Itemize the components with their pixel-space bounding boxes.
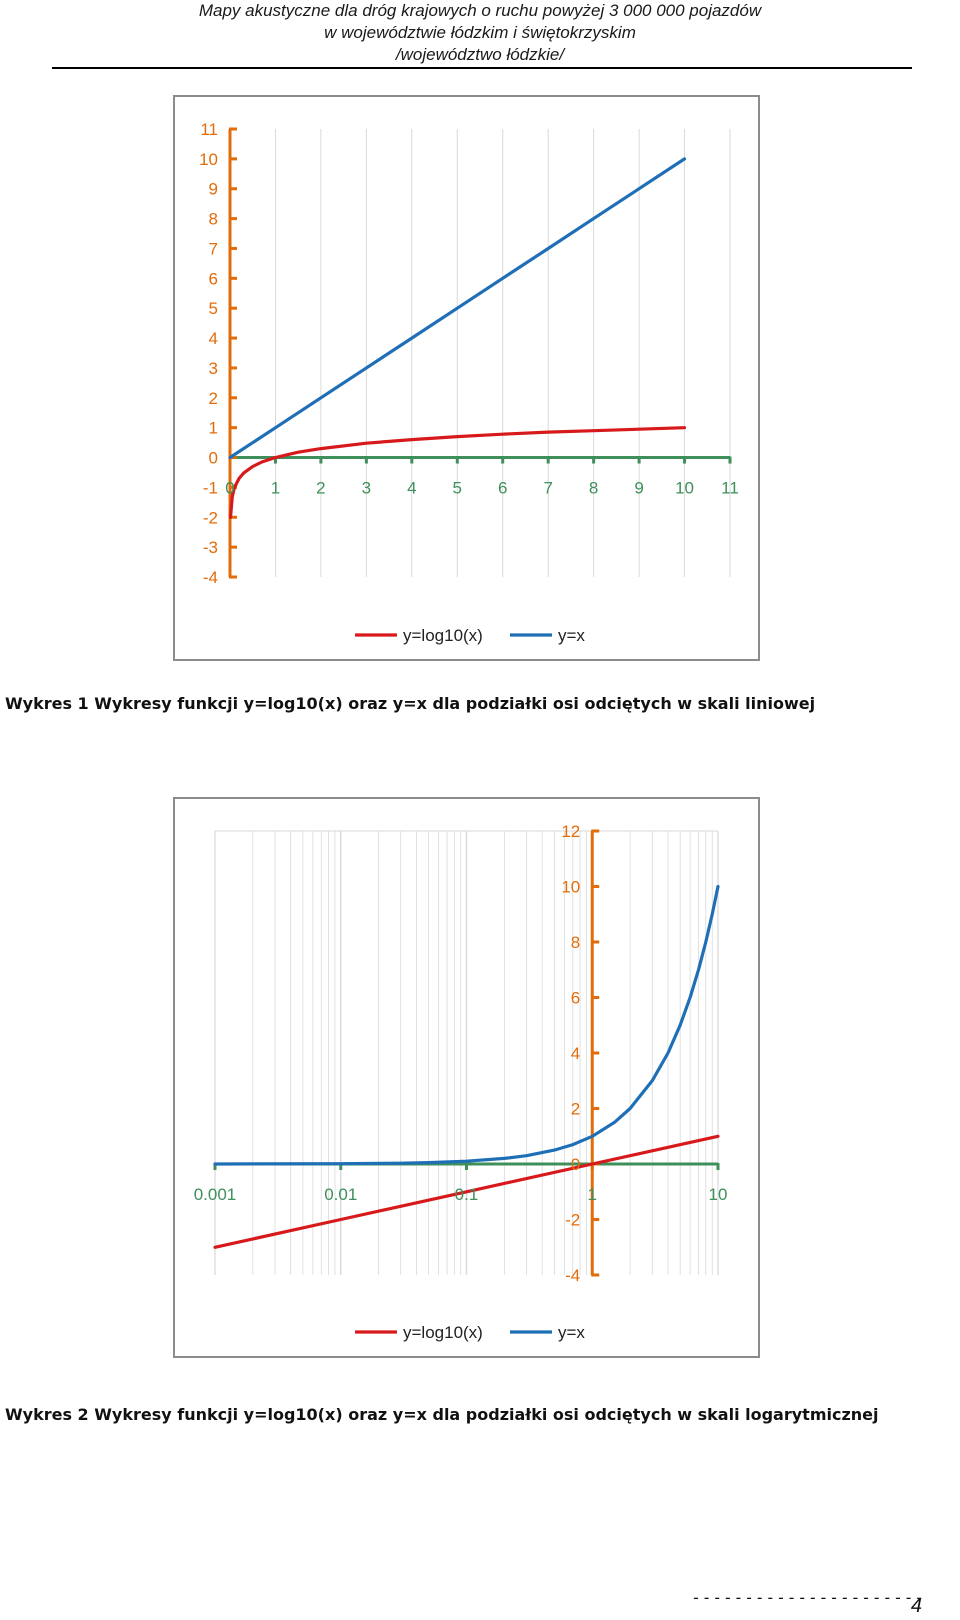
y-tick-label: -3	[203, 538, 218, 557]
legend-label-linear: y=x	[558, 1323, 585, 1342]
y-tick-label: -4	[203, 568, 218, 587]
y-tick-label: 0	[571, 1155, 580, 1174]
y-tick-label: 5	[209, 299, 218, 318]
header-line-3: /województwo łódzkie/	[395, 45, 565, 64]
y-tick-label: 2	[209, 389, 218, 408]
y-tick-label: 12	[561, 822, 580, 841]
legend-label-log10: y=log10(x)	[403, 626, 483, 645]
y-tick-label: 9	[209, 180, 218, 199]
y-tick-label: 3	[209, 359, 218, 378]
legend-label-linear: y=x	[558, 626, 585, 645]
y-tick-label: 4	[571, 1044, 580, 1063]
page-number: 4	[910, 1595, 922, 1617]
y-tick-label: 8	[209, 210, 218, 229]
y-tick-label: 2	[571, 1100, 580, 1119]
x-tick-label: 0	[225, 479, 234, 498]
y-tick-label: -2	[565, 1211, 580, 1230]
footer-dashes: ----------------------	[691, 1588, 925, 1607]
x-tick-label: 0.1	[455, 1185, 479, 1204]
chart-1-caption: Wykres 1 Wykresy funkcji y=log10(x) oraz…	[5, 694, 816, 713]
y-tick-label: 7	[209, 239, 218, 258]
series-line-log10	[228, 426, 687, 519]
header-rule	[52, 67, 912, 69]
x-tick-label: 10	[675, 479, 694, 498]
header-line-2: w województwie łódzkim i świętokrzyskim	[324, 23, 636, 42]
page-header: Mapy akustyczne dla dróg krajowych o ruc…	[0, 0, 960, 66]
y-tick-label: 10	[561, 878, 580, 897]
y-tick-label: 11	[200, 120, 218, 139]
x-tick-label: 0.001	[194, 1185, 237, 1204]
y-tick-label: 6	[209, 269, 218, 288]
x-tick-label: 3	[362, 479, 371, 498]
legend-label-log10: y=log10(x)	[403, 1323, 483, 1342]
y-tick-label: 10	[199, 150, 218, 169]
x-tick-label: 2	[316, 479, 325, 498]
x-tick-label: 9	[634, 479, 643, 498]
y-tick-label: -4	[565, 1266, 580, 1285]
series-line-log10	[213, 1134, 720, 1249]
chart-1-frame: -4 -3 -2 -1 0 1 2 3 4 5 6 7 8 9 10 11 0 1 2 3 4 5 6 7 8 9 10 11 y=lo…	[173, 95, 760, 661]
chart-2-frame: -4 -2 0 2 4 6 8 10 12 0.001 0.01 0.1 1 10 y=log10(x) y=…	[173, 797, 760, 1358]
x-tick-label: 0.01	[324, 1185, 357, 1204]
x-tick-label: 11	[721, 479, 739, 498]
x-tick-label: 8	[589, 479, 598, 498]
chart-1: -4 -3 -2 -1 0 1 2 3 4 5 6 7 8 9 10 11 0 1 2 3 4 5 6 7 8 9 10 11 y=lo…	[199, 120, 739, 645]
x-tick-label: 4	[407, 479, 416, 498]
y-tick-label: 1	[209, 419, 218, 438]
y-tick-label: 0	[209, 449, 218, 468]
y-tick-label: 4	[209, 329, 218, 348]
y-tick-label: -2	[203, 508, 218, 527]
header-line-1: Mapy akustyczne dla dróg krajowych o ruc…	[198, 1, 762, 20]
x-tick-label: 6	[498, 479, 507, 498]
x-tick-label: 1	[588, 1185, 597, 1204]
series-line-linear	[213, 884, 720, 1166]
chart-2-caption: Wykres 2 Wykresy funkcji y=log10(x) oraz…	[5, 1405, 879, 1424]
series-line-linear	[228, 157, 687, 460]
y-tick-label: 6	[571, 989, 580, 1008]
x-tick-label: 7	[543, 479, 552, 498]
x-tick-label: 1	[271, 479, 280, 498]
x-tick-label: 5	[453, 479, 462, 498]
y-tick-label: 8	[571, 933, 580, 952]
y-tick-label: -1	[203, 478, 218, 497]
x-tick-label: 10	[709, 1185, 728, 1204]
chart-2: -4 -2 0 2 4 6 8 10 12 0.001 0.01 0.1 1 10 y=log10(x) y=…	[194, 822, 728, 1342]
